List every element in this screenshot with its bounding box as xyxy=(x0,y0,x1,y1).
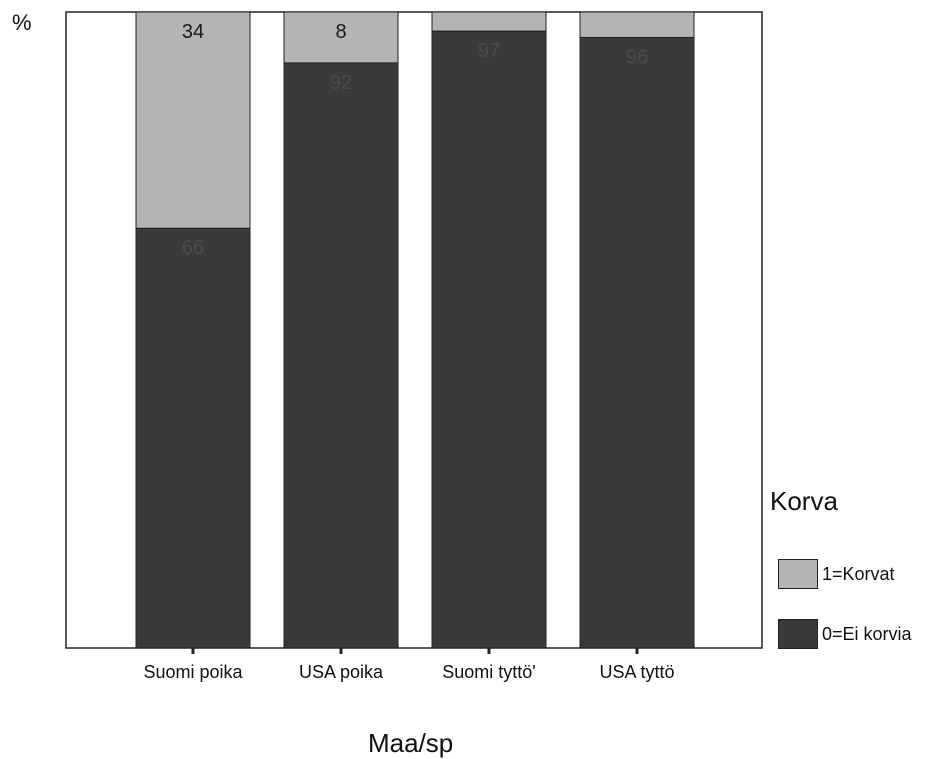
data-label-usa-poika-1-korvat: 8 xyxy=(335,21,346,43)
legend-item-korvat: 1=Korvat xyxy=(778,558,895,590)
legend-swatch-korvat xyxy=(778,559,818,589)
data-label-usa-tytt-0-ei-korvia: 96 xyxy=(626,46,648,68)
x-tick-label: USA poika xyxy=(299,662,384,682)
bar-suomi-poika-0-ei-korvia xyxy=(135,227,251,649)
x-tick-label: Suomi poika xyxy=(143,662,243,682)
x-axis-label: Maa/sp xyxy=(368,728,454,758)
legend-label-ei-korvia: 0=Ei korvia xyxy=(822,623,912,644)
bar-suomi-tytt-1-korvat xyxy=(431,11,547,32)
bar-usa-tytt-0-ei-korvia xyxy=(579,36,695,649)
x-tick-label: USA tyttö xyxy=(599,662,674,682)
x-tick-label: Suomi tyttö' xyxy=(442,662,535,682)
bar-suomi-tytt-0-ei-korvia xyxy=(431,30,547,649)
legend-title: Korva xyxy=(770,486,838,516)
bar-usa-tytt-1-korvat xyxy=(579,11,695,38)
bar-usa-poika-0-ei-korvia xyxy=(283,62,399,649)
y-axis-label: % xyxy=(12,10,32,35)
data-label-suomi-poika-0-ei-korvia: 66 xyxy=(182,237,204,259)
legend-item-ei-korvia: 0=Ei korvia xyxy=(778,618,912,650)
legend-label-korvat: 1=Korvat xyxy=(822,563,895,584)
data-label-suomi-tytt-0-ei-korvia: 97 xyxy=(478,40,500,62)
bar-usa-poika-1-korvat xyxy=(283,11,399,64)
data-label-suomi-poika-1-korvat: 34 xyxy=(182,21,204,43)
bar-suomi-poika-1-korvat xyxy=(135,11,251,229)
data-label-usa-poika-0-ei-korvia: 92 xyxy=(330,72,352,94)
legend-swatch-ei-korvia xyxy=(778,619,818,649)
